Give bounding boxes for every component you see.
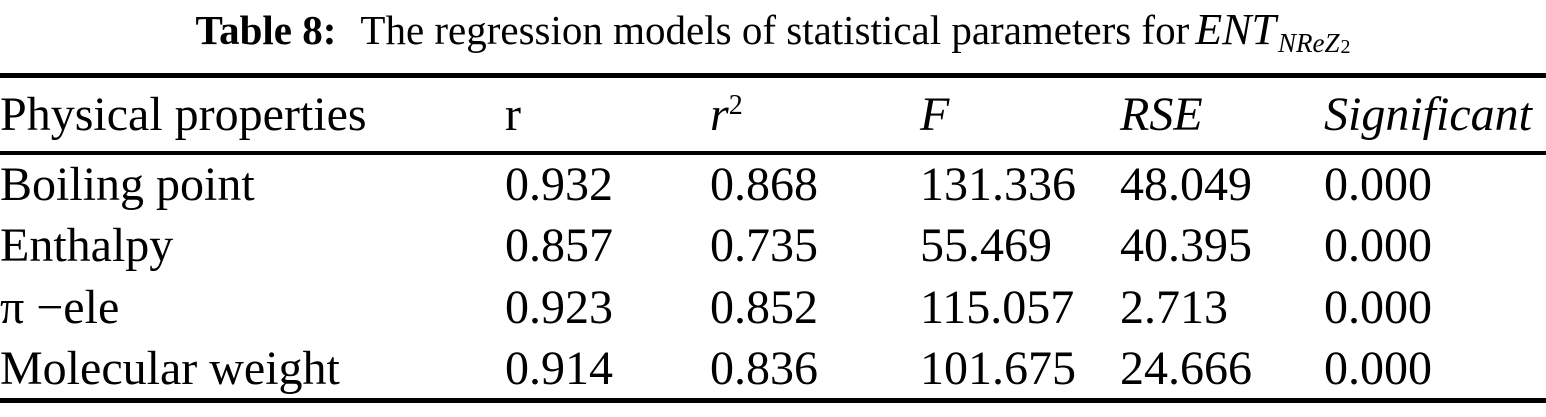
col-header-rse: RSE <box>1120 75 1324 155</box>
cell-significant: 0.000 <box>1324 158 1432 211</box>
cell-f: 55.469 <box>920 219 1052 272</box>
col-header-r2-base: r <box>710 87 729 141</box>
table-caption: Table 8: The regression models of statist… <box>0 0 1546 73</box>
cell-rse: 2.713 <box>1120 281 1228 334</box>
cell-r2: 0.852 <box>710 281 818 334</box>
col-header-r2-exponent: 2 <box>728 90 743 122</box>
cell-f: 101.675 <box>920 341 1076 395</box>
cell-r: 0.923 <box>505 281 613 334</box>
table-row-enthalpy: Enthalpy 0.857 0.735 55.469 40.395 0.000 <box>0 215 1546 277</box>
cell-f: 115.057 <box>920 281 1075 334</box>
cell-r2: 0.836 <box>710 341 818 395</box>
col-header-f: F <box>920 75 1120 155</box>
cell-significant: 0.000 <box>1324 341 1432 395</box>
cell-r2: 0.868 <box>710 158 818 211</box>
table-caption-text: The regression models of statistical par… <box>360 7 1190 53</box>
col-header-r: r <box>505 75 710 155</box>
col-header-significant: Significant <box>1324 75 1546 155</box>
table-caption-label: Table 8: <box>195 7 337 53</box>
ent-formula: ENTNReZ2 <box>1195 5 1350 58</box>
cell-r: 0.914 <box>505 341 613 395</box>
cell-property: π −ele <box>0 281 120 334</box>
cell-r: 0.932 <box>505 158 613 211</box>
table-row-molecular-weight: Molecular weight 0.914 0.836 101.675 24.… <box>0 339 1546 401</box>
cell-rse: 48.049 <box>1120 158 1252 211</box>
col-header-r2: r2 <box>710 75 920 155</box>
cell-r2: 0.735 <box>710 219 818 272</box>
cell-property: Boiling point <box>0 158 255 211</box>
ent-formula-subscript: NReZ <box>1277 27 1340 58</box>
cell-property: Enthalpy <box>0 219 174 272</box>
ent-formula-base: ENT <box>1195 5 1276 54</box>
regression-stats-table: Physical properties r r2 F RSE Significa… <box>0 73 1546 403</box>
cell-property: Molecular weight <box>0 341 340 395</box>
ent-formula-subsubscript: 2 <box>1340 36 1351 58</box>
cell-rse: 24.666 <box>1120 341 1252 395</box>
table-row-pi-ele: π −ele 0.923 0.852 115.057 2.713 0.000 <box>0 277 1546 339</box>
table-header-row: Physical properties r r2 F RSE Significa… <box>0 75 1546 155</box>
cell-rse: 40.395 <box>1120 219 1252 272</box>
cell-significant: 0.000 <box>1324 219 1432 272</box>
cell-f: 131.336 <box>920 158 1076 211</box>
table-row-boiling-point: Boiling point 0.932 0.868 131.336 48.049… <box>0 153 1546 215</box>
col-header-physical-properties: Physical properties <box>0 75 505 155</box>
cell-significant: 0.000 <box>1324 281 1432 334</box>
cell-r: 0.857 <box>505 219 613 272</box>
